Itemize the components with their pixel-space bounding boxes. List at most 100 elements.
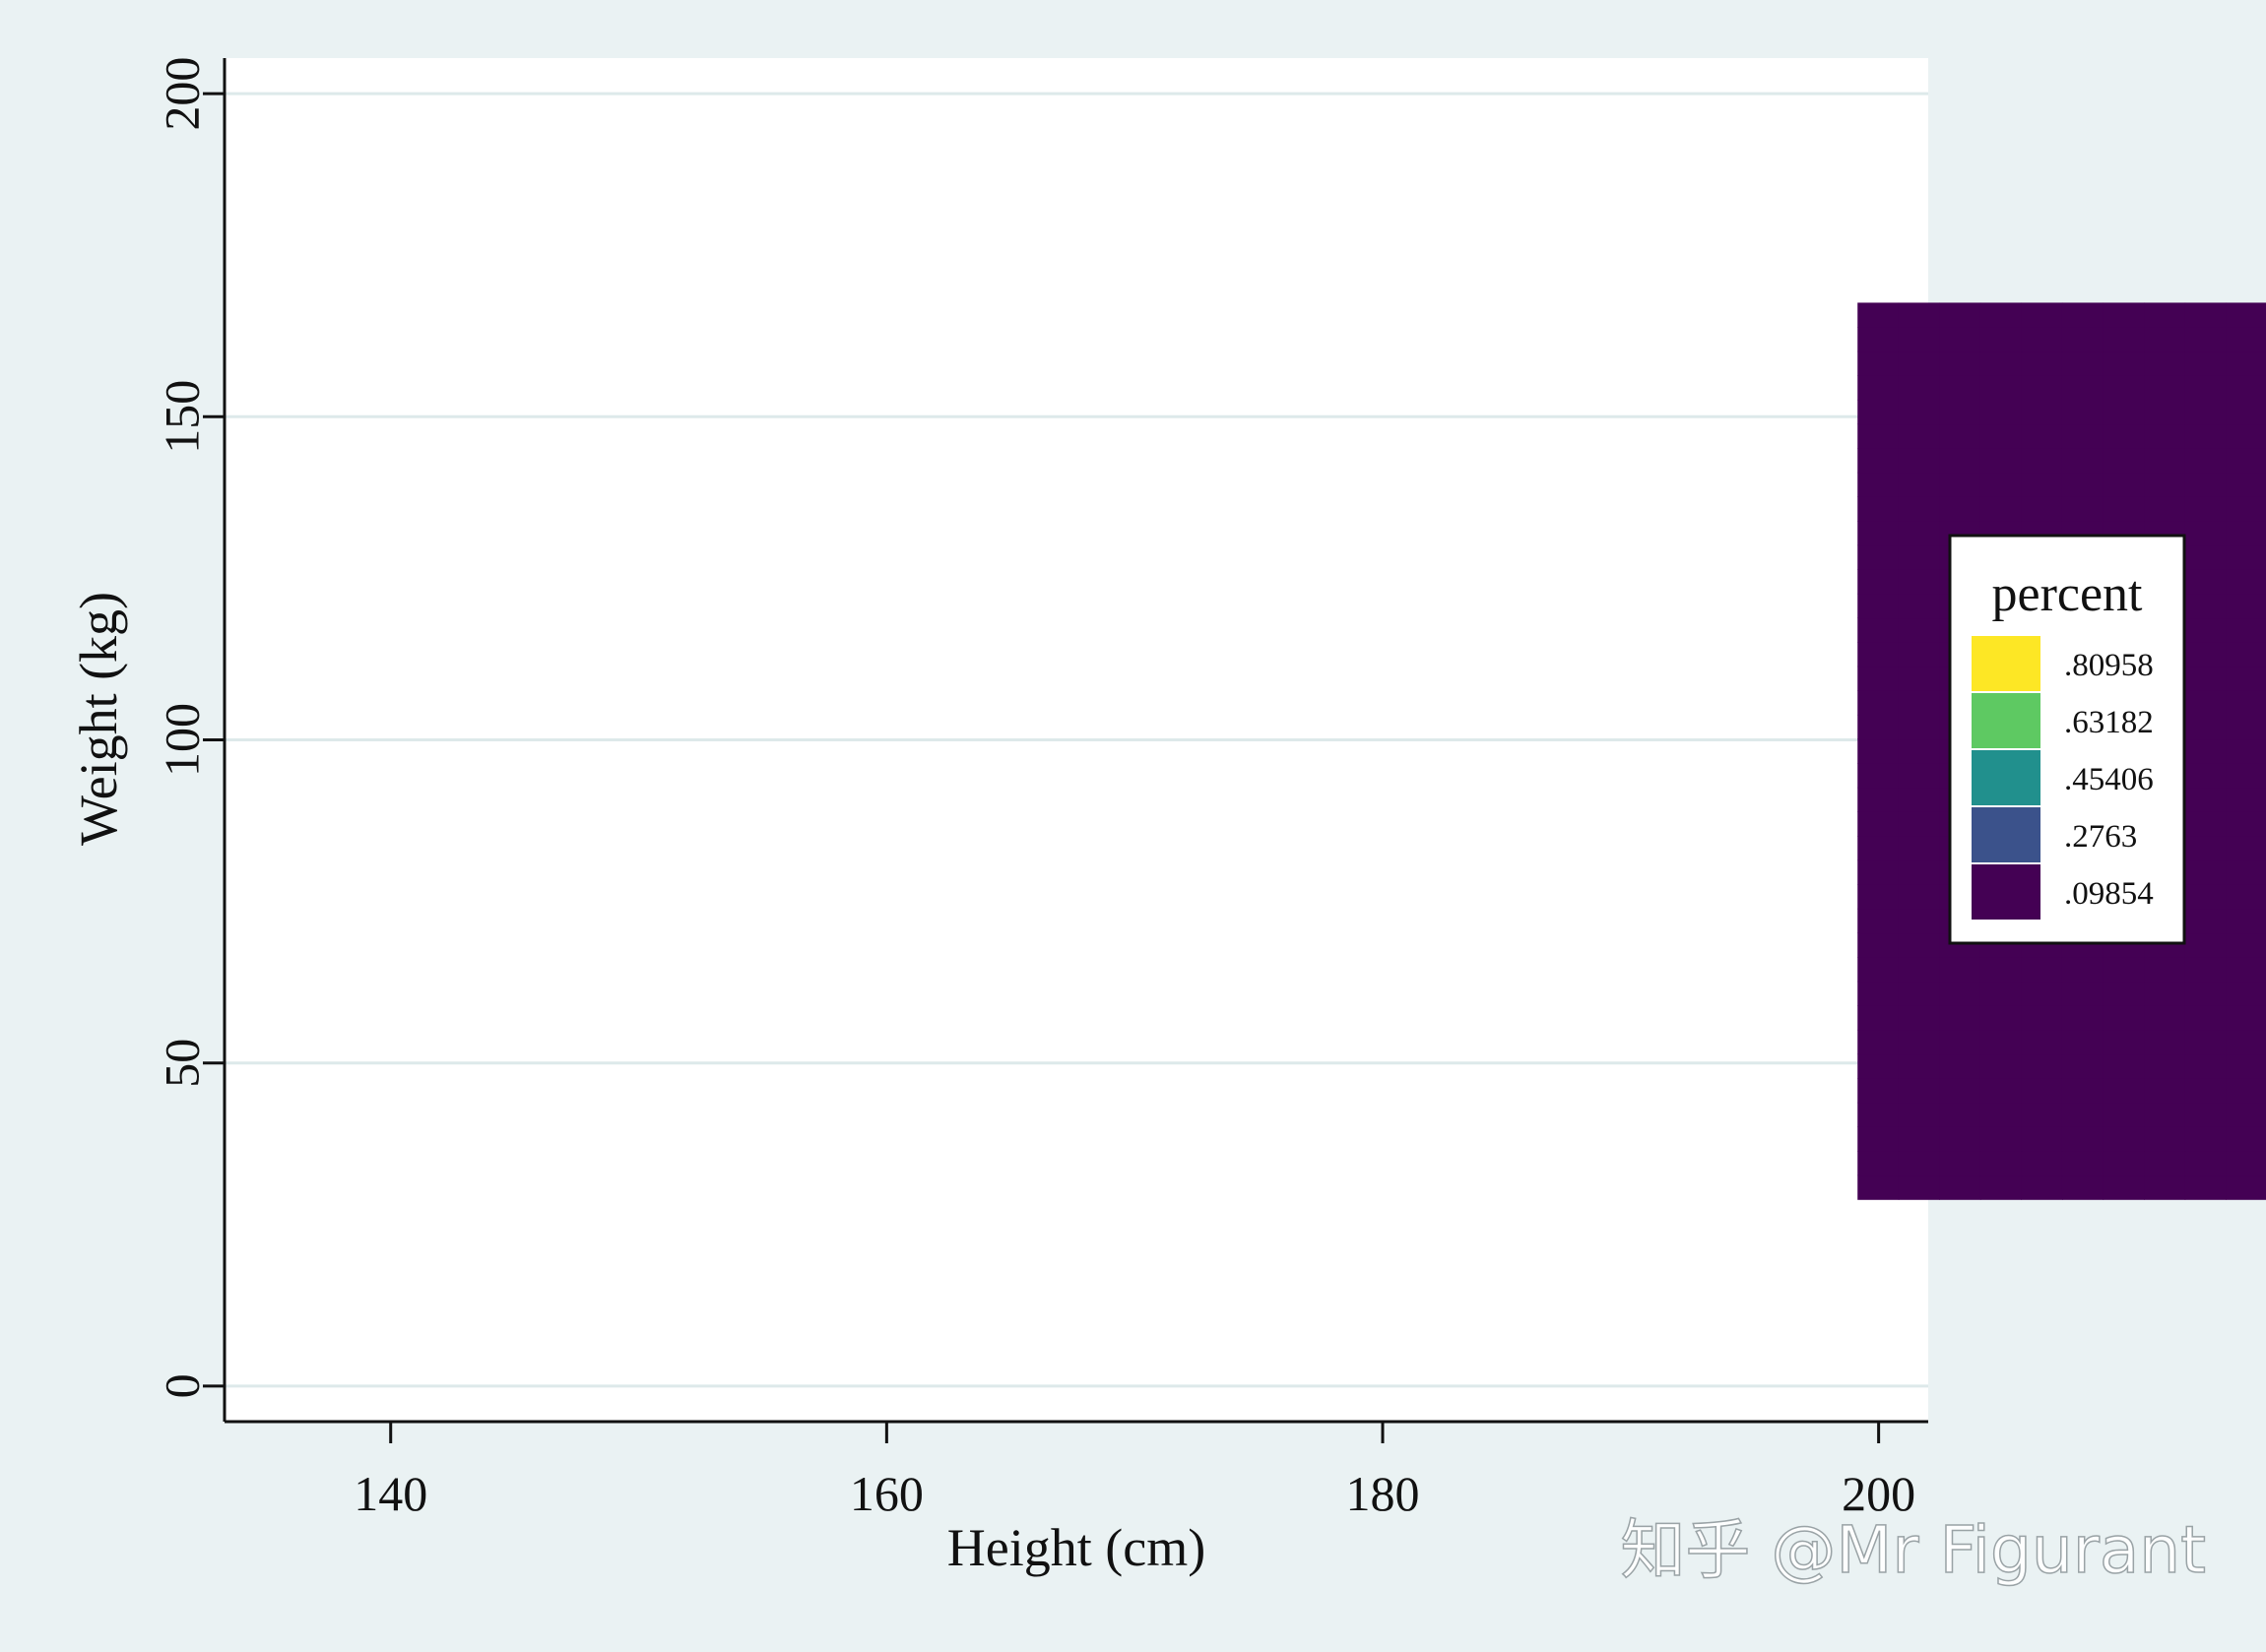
legend-swatch	[1972, 636, 2040, 691]
heatmap-cell	[2144, 375, 2186, 401]
heatmap-cell	[1979, 1029, 2023, 1055]
heatmap-cell	[1898, 666, 1940, 691]
heatmap-cell	[2061, 375, 2104, 401]
heatmap-cell	[2021, 1126, 2063, 1152]
heatmap-cell	[2226, 496, 2266, 522]
heatmap-cell	[1857, 472, 1900, 497]
heatmap-cell	[2061, 302, 2104, 328]
heatmap-cell	[2226, 302, 2266, 328]
heatmap-cell	[2021, 1102, 2063, 1127]
heatmap-cell	[2021, 1005, 2063, 1031]
heatmap-cell	[1939, 1053, 1981, 1079]
heatmap-cell	[1979, 1126, 2023, 1152]
heatmap-cell	[1898, 957, 1940, 983]
heatmap-cell	[2061, 1078, 2104, 1104]
heatmap-cell	[2184, 908, 2227, 934]
heatmap-cell	[1979, 327, 2023, 352]
heatmap-cell	[2226, 738, 2266, 764]
heatmap-cell	[2144, 957, 2186, 983]
heatmap-cell	[2184, 859, 2227, 885]
heatmap-cell	[2184, 496, 2227, 522]
heatmap-cell	[2021, 1078, 2063, 1104]
heatmap-cell	[2103, 1078, 2145, 1104]
heatmap-cell	[2226, 1126, 2266, 1152]
heatmap-cell	[2021, 327, 2063, 352]
heatmap-cell	[2144, 448, 2186, 474]
heatmap-cell	[2226, 957, 2266, 983]
heatmap-cell	[2226, 763, 2266, 789]
x-tick-label: 140	[354, 1466, 427, 1521]
heatmap-cell	[2184, 350, 2227, 376]
heatmap-cell	[1857, 350, 1900, 376]
heatmap-cell	[1857, 302, 1900, 328]
heatmap-cell	[1979, 1053, 2023, 1079]
heatmap-cell	[1857, 1029, 1900, 1055]
heatmap-cell	[1857, 908, 1900, 934]
heatmap-cell	[2226, 642, 2266, 667]
heatmap-cell	[1857, 423, 1900, 449]
heatmap-cell	[1857, 1102, 1900, 1127]
heatmap-cell	[1898, 690, 1940, 716]
heatmap-cell	[1939, 472, 1981, 497]
heatmap-cell	[2103, 1005, 2145, 1031]
heatmap-cell	[2021, 957, 2063, 983]
heatmap-cell	[1857, 448, 1900, 474]
axes	[203, 58, 1928, 1443]
heatmap-cell	[2144, 981, 2186, 1006]
heatmap-cell	[2103, 472, 2145, 497]
legend-swatch	[1972, 807, 2040, 862]
legend-swatch	[1972, 864, 2040, 920]
heatmap-cell	[1979, 1150, 2023, 1176]
heatmap-cell	[2103, 496, 2145, 522]
heatmap-cell	[1857, 1150, 1900, 1176]
heatmap-cell	[2226, 1150, 2266, 1176]
heatmap-cell	[2103, 1102, 2145, 1127]
heatmap-cell	[2184, 981, 2227, 1006]
heatmap-cell	[1979, 448, 2023, 474]
heatmap-cell	[1898, 763, 1940, 789]
heatmap-cell	[1857, 690, 1900, 716]
heatmap-cell	[2184, 957, 2227, 983]
heatmap-cell	[2226, 884, 2266, 910]
watermark-text: 知乎 @Mr Figurant	[1620, 1512, 2206, 1588]
heatmap-cell	[2144, 399, 2186, 425]
heatmap-cell	[2226, 472, 2266, 497]
heatmap-cell	[1979, 423, 2023, 449]
legend-label: .09854	[2064, 876, 2154, 912]
heatmap-cell	[2103, 981, 2145, 1006]
heatmap-cell	[1857, 811, 1900, 837]
heatmap-cell	[1898, 1053, 1940, 1079]
heatmap-cell	[2226, 932, 2266, 958]
heatmap-cell	[2226, 569, 2266, 595]
heatmap-cell	[2061, 1175, 2104, 1200]
heatmap-cell	[2103, 350, 2145, 376]
heatmap-cell	[2184, 1175, 2227, 1200]
heatmap-cell	[2226, 714, 2266, 740]
heatmap-cell	[2061, 1150, 2104, 1176]
heatmap-cell	[2021, 981, 2063, 1006]
y-tick-label: 50	[154, 1039, 209, 1088]
heatmap-cell	[1857, 520, 1900, 546]
heatmap-cell	[1939, 448, 1981, 474]
heatmap-cell	[2184, 642, 2227, 667]
heatmap-cell	[1898, 1175, 1940, 1200]
legend-label: .80958	[2064, 648, 2154, 683]
heatmap-cell	[2144, 302, 2186, 328]
heatmap-cell	[2226, 908, 2266, 934]
heatmap-cell	[1857, 327, 1900, 352]
heatmap-cell	[2144, 327, 2186, 352]
heatmap-cell	[2021, 1029, 2063, 1055]
heatmap-cell	[1857, 981, 1900, 1006]
heatmap-cell	[2184, 1005, 2227, 1031]
heatmap-cell	[2144, 1078, 2186, 1104]
y-axis-title: Weight (kg)	[69, 592, 128, 846]
heatmap-cell	[2021, 1053, 2063, 1079]
heatmap-cell	[2184, 327, 2227, 352]
heatmap-cell	[2021, 448, 2063, 474]
legend: percent .80958 .63182 .45406 .2763 .09854	[1948, 534, 2186, 945]
heatmap-cell	[2144, 1053, 2186, 1079]
heatmap-cell	[2184, 1053, 2227, 1079]
heatmap-cell	[1898, 448, 1940, 474]
heatmap-cell	[1857, 859, 1900, 885]
heatmap-cell	[1979, 1102, 2023, 1127]
